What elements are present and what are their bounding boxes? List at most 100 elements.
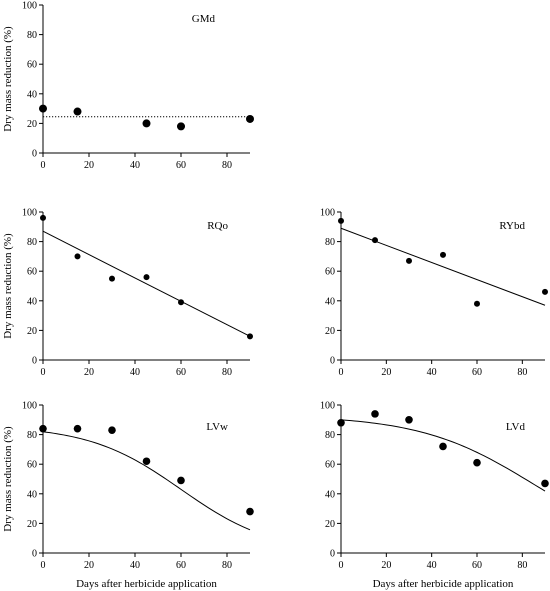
x-tick-label: 60 [472,560,482,571]
data-point [337,418,345,427]
y-tick-label: 40 [27,89,37,100]
fit-line [340,227,546,306]
y-tick-label: 0 [32,356,37,367]
x-tick-label: 40 [427,367,437,378]
x-tick-label: 40 [130,560,140,571]
data-point [246,114,254,123]
data-point [541,479,549,488]
data-point [406,257,412,264]
y-tick-label: 0 [32,149,37,160]
y-tick-label: 60 [325,460,335,471]
y-tick-label: 60 [27,60,37,71]
x-tick-label: 0 [41,367,46,378]
y-axis-title: Dry mass reduction (%) [2,426,14,532]
y-tick-label: 40 [27,489,37,500]
data-point [247,333,253,340]
data-point [39,424,47,433]
y-tick-label: 80 [325,430,335,441]
y-tick-label: 20 [325,519,335,530]
data-point [178,299,184,306]
x-tick-label: 40 [427,560,437,571]
data-point [109,275,115,282]
y-tick-label: 100 [320,401,335,412]
x-tick-label: 80 [222,160,232,171]
data-point [372,237,378,244]
x-axis-title: Days after herbicide application [373,578,514,590]
x-tick-label: 80 [517,367,527,378]
y-tick-label: 80 [325,237,335,248]
x-tick-label: 20 [84,160,94,171]
y-tick-label: 60 [27,267,37,278]
y-tick-label: 60 [325,267,335,278]
data-point [338,217,344,224]
panel-rybd: 0 20 40 60 80 100 0 20 40 60 80 RYbd [320,208,548,378]
data-point [440,251,446,258]
x-tick-label: 80 [222,560,232,571]
panel-label: LVd [506,421,526,433]
y-tick-label: 80 [27,430,37,441]
panel-lvw: 0 20 40 60 80 100 0 20 40 60 80 LVw Dry mass reducti… [2,401,254,590]
data-point [142,119,151,128]
data-point [39,104,47,113]
data-point [108,426,116,434]
data-point [73,424,82,433]
data-point [371,410,379,418]
data-point [439,442,447,451]
y-tick-label: 40 [27,296,37,307]
y-tick-label: 100 [22,401,37,412]
data-point [246,507,254,516]
data-point [474,300,480,307]
y-axis-title: Dry mass reduction (%) [2,233,14,339]
x-tick-label: 0 [339,560,344,571]
y-tick-label: 20 [27,519,37,530]
y-tick-label: 100 [22,208,37,219]
fit-line [340,419,546,492]
data-point [473,458,481,467]
x-tick-label: 0 [339,367,344,378]
x-tick-label: 20 [84,367,94,378]
x-tick-label: 20 [381,560,391,571]
data-point [177,476,185,485]
data-point [542,288,548,295]
x-tick-label: 80 [222,367,232,378]
x-axis-title: Days after herbicide application [76,578,217,590]
x-tick-label: 40 [130,367,140,378]
y-tick-label: 80 [27,237,37,248]
data-point [405,416,413,424]
data-point [143,274,150,281]
data-point [177,122,185,131]
panel-label: RYbd [499,220,525,232]
data-point [40,214,46,221]
y-tick-label: 0 [330,549,335,560]
panel-label: LVw [206,421,228,433]
x-tick-label: 60 [176,160,186,171]
y-tick-label: 100 [320,208,335,219]
panel-lvd: 0 20 40 60 80 100 0 20 40 60 80 LVd Days after herbi… [320,401,549,590]
y-tick-label: 40 [325,489,335,500]
y-axis-title: Dry mass reduction (%) [2,26,14,132]
x-tick-label: 40 [130,160,140,171]
fit-line [42,431,251,531]
panel-rqo: 0 20 40 60 80 100 0 20 40 60 80 RQo Dry mass reducti… [2,208,253,378]
x-tick-label: 60 [176,560,186,571]
x-tick-label: 0 [41,560,46,571]
y-tick-label: 20 [325,326,335,337]
x-tick-label: 20 [84,560,94,571]
y-tick-label: 0 [32,549,37,560]
panel-gmd: 0 20 40 60 80 100 0 20 40 60 80 GMd Dry mass reducti… [2,1,254,171]
y-tick-label: 40 [325,296,335,307]
x-tick-label: 20 [381,367,391,378]
panel-label: RQo [207,220,228,232]
y-tick-label: 80 [27,30,37,41]
fit-line [42,230,251,337]
data-point [73,107,82,116]
x-tick-label: 60 [176,367,186,378]
data-point [74,253,81,260]
y-tick-label: 20 [27,119,37,130]
panel-label: GMd [192,13,216,25]
data-point [142,457,151,466]
x-tick-label: 0 [41,160,46,171]
x-tick-label: 80 [517,560,527,571]
y-tick-label: 0 [330,356,335,367]
